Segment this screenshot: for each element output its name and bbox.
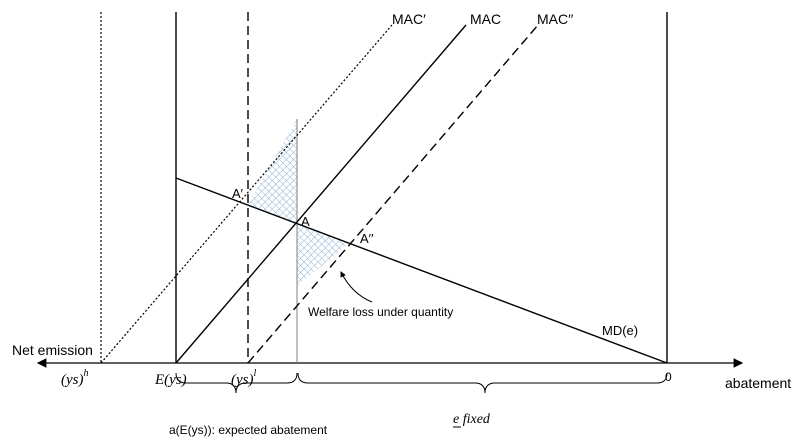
net-emission-label: Net emission	[12, 342, 93, 358]
e-fixed-label: e fixed	[453, 412, 491, 427]
mac-curve	[175, 24, 467, 364]
welfare-loss-pointer	[340, 271, 373, 303]
expected-abatement-label: a(E(ys)): expected abatement	[169, 423, 328, 437]
ys-low-tick-label: (ys)l	[231, 368, 257, 388]
ys-low-superscript: l	[254, 368, 257, 379]
welfare-loss-lower-region	[297, 223, 350, 286]
mac-label: MAC	[470, 11, 501, 27]
e-fixed-brace	[297, 372, 668, 394]
mac-double-prime-curve	[247, 24, 539, 364]
mac-double-prime-label: MAC′′	[537, 11, 574, 27]
point-a-label: A	[301, 214, 310, 229]
origin-label: 0	[665, 370, 672, 384]
ys-low-base: (ys)	[231, 372, 254, 388]
md-label: MD(e)	[602, 323, 638, 338]
abatement-label: abatement	[725, 375, 791, 391]
welfare-loss-label: Welfare loss under quantity	[308, 305, 453, 319]
expected-abatement-brace	[175, 372, 298, 394]
point-a-prime-label: A′	[232, 186, 244, 201]
ys-high-base: (ys)	[61, 372, 84, 388]
ys-high-superscript: h	[84, 368, 89, 379]
point-a-double-prime-label: A′′	[360, 231, 374, 246]
ys-high-tick-label: (ys)h	[61, 368, 89, 388]
welfare-loss-upper-region	[248, 119, 297, 223]
expected-ys-tick-label: E(ys)	[154, 372, 187, 388]
md-curve	[175, 177, 668, 364]
mac-prime-label: MAC′	[392, 11, 426, 27]
